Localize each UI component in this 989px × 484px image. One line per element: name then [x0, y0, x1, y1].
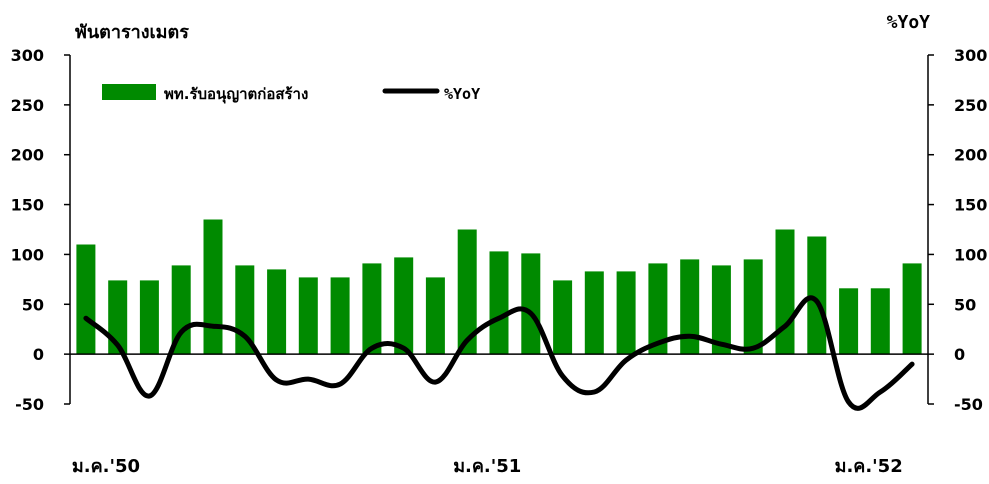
- left-tick-label: 200: [11, 146, 44, 165]
- bar-25: [871, 288, 890, 354]
- right-tick-label: 150: [954, 196, 987, 215]
- bar-17: [617, 271, 636, 354]
- left-tick-label: -50: [15, 395, 44, 414]
- right-tick-label: 250: [954, 96, 987, 115]
- bar-14: [521, 253, 540, 354]
- right-tick-label: 300: [954, 46, 987, 65]
- right-axis-title: %YoY: [887, 12, 931, 33]
- left-tick-label: 300: [11, 46, 44, 65]
- bar-8: [331, 277, 350, 354]
- x-axis-label: ม.ค.'51: [453, 456, 521, 477]
- legend-line-label: %YoY: [444, 85, 480, 103]
- bar-24: [839, 288, 858, 354]
- bar-11: [426, 277, 445, 354]
- left-axis-ticks: 300 250 200 150 100 50 0 -50: [11, 46, 70, 414]
- bar-0: [76, 245, 95, 355]
- right-tick-label: 100: [954, 245, 987, 264]
- bar-4: [204, 220, 223, 355]
- right-tick-label: 0: [954, 345, 965, 364]
- x-axis-labels: ม.ค.'50 ม.ค.'51 ม.ค.'52: [72, 456, 903, 477]
- left-tick-label: 0: [33, 345, 44, 364]
- left-axis-title: พันตารางเมตร: [75, 22, 189, 43]
- bar-series: [76, 220, 921, 355]
- bar-26: [903, 263, 922, 354]
- left-tick-label: 150: [11, 196, 44, 215]
- bar-22: [776, 230, 795, 355]
- right-tick-label: 200: [954, 146, 987, 165]
- x-axis-label: ม.ค.'50: [72, 456, 140, 477]
- bar-9: [362, 263, 381, 354]
- left-tick-label: 250: [11, 96, 44, 115]
- bar-19: [680, 259, 699, 354]
- bar-13: [490, 251, 509, 354]
- left-tick-label: 50: [22, 295, 44, 314]
- right-tick-label: -50: [954, 395, 983, 414]
- right-tick-label: 50: [954, 295, 976, 314]
- bar-6: [267, 269, 286, 354]
- bar-2: [140, 280, 159, 354]
- legend: พท.รับอนุญาตก่อสร้าง %YoY: [102, 84, 480, 104]
- legend-bar-swatch: [102, 84, 156, 100]
- bar-10: [394, 257, 413, 354]
- bar-15: [553, 280, 572, 354]
- right-axis-ticks: 300 250 200 150 100 50 0 -50: [928, 46, 987, 414]
- bar-16: [585, 271, 604, 354]
- x-axis-label: ม.ค.'52: [835, 456, 903, 477]
- bar-7: [299, 277, 318, 354]
- legend-bar-label: พท.รับอนุญาตก่อสร้าง: [164, 85, 308, 104]
- left-tick-label: 100: [11, 245, 44, 264]
- bar-21: [744, 259, 763, 354]
